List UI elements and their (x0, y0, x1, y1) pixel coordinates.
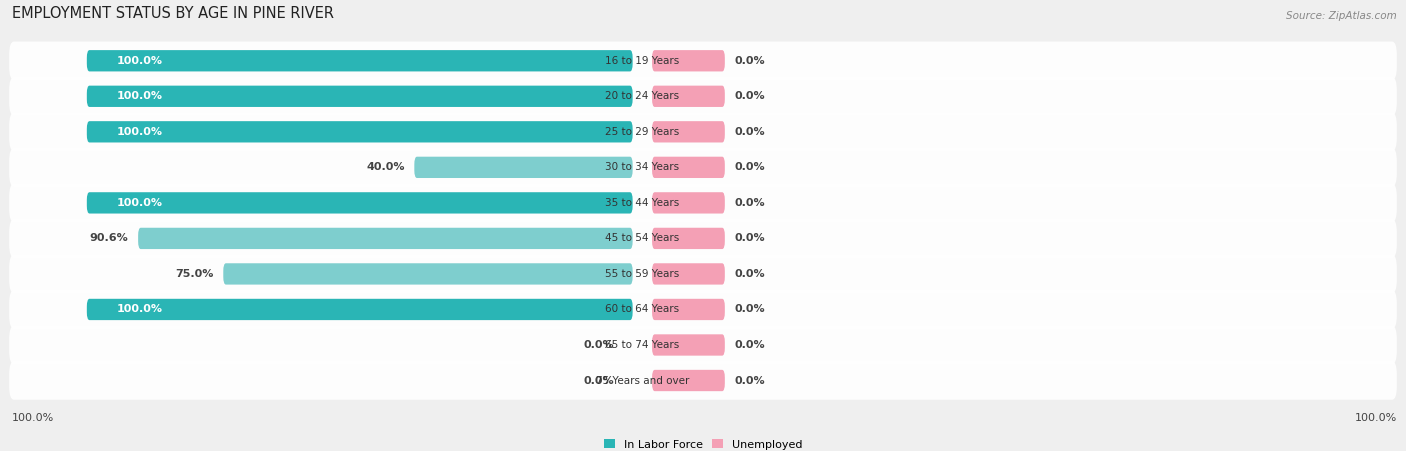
FancyBboxPatch shape (87, 299, 633, 320)
Text: 0.0%: 0.0% (734, 91, 765, 101)
Text: 0.0%: 0.0% (583, 376, 614, 386)
Text: 100.0%: 100.0% (1354, 413, 1396, 423)
Text: 40.0%: 40.0% (366, 162, 405, 172)
FancyBboxPatch shape (87, 192, 633, 213)
Text: 0.0%: 0.0% (583, 340, 614, 350)
Text: 30 to 34 Years: 30 to 34 Years (606, 162, 679, 172)
Text: 45 to 54 Years: 45 to 54 Years (605, 234, 679, 244)
Text: 55 to 59 Years: 55 to 59 Years (605, 269, 679, 279)
Text: 0.0%: 0.0% (734, 198, 765, 208)
Text: 100.0%: 100.0% (117, 91, 163, 101)
Text: 0.0%: 0.0% (734, 340, 765, 350)
FancyBboxPatch shape (10, 255, 1396, 293)
FancyBboxPatch shape (10, 113, 1396, 151)
Text: 90.6%: 90.6% (90, 234, 128, 244)
Text: 0.0%: 0.0% (734, 56, 765, 66)
FancyBboxPatch shape (10, 148, 1396, 187)
FancyBboxPatch shape (652, 156, 725, 178)
Text: 100.0%: 100.0% (117, 56, 163, 66)
Text: 100.0%: 100.0% (11, 413, 53, 423)
FancyBboxPatch shape (652, 334, 725, 356)
FancyBboxPatch shape (652, 299, 725, 320)
FancyBboxPatch shape (87, 86, 633, 107)
Text: 100.0%: 100.0% (117, 198, 163, 208)
FancyBboxPatch shape (138, 228, 633, 249)
FancyBboxPatch shape (10, 290, 1396, 329)
FancyBboxPatch shape (224, 263, 633, 285)
FancyBboxPatch shape (10, 77, 1396, 115)
Text: Source: ZipAtlas.com: Source: ZipAtlas.com (1286, 11, 1396, 21)
FancyBboxPatch shape (87, 121, 633, 143)
Text: 25 to 29 Years: 25 to 29 Years (605, 127, 679, 137)
FancyBboxPatch shape (415, 156, 633, 178)
Text: 0.0%: 0.0% (734, 269, 765, 279)
FancyBboxPatch shape (652, 263, 725, 285)
FancyBboxPatch shape (652, 121, 725, 143)
Text: 60 to 64 Years: 60 to 64 Years (606, 304, 679, 314)
FancyBboxPatch shape (652, 192, 725, 213)
Text: 65 to 74 Years: 65 to 74 Years (605, 340, 679, 350)
FancyBboxPatch shape (652, 370, 725, 391)
Text: 0.0%: 0.0% (734, 127, 765, 137)
Text: 20 to 24 Years: 20 to 24 Years (606, 91, 679, 101)
FancyBboxPatch shape (10, 361, 1396, 400)
FancyBboxPatch shape (10, 219, 1396, 258)
FancyBboxPatch shape (10, 184, 1396, 222)
Text: 100.0%: 100.0% (117, 127, 163, 137)
Text: 16 to 19 Years: 16 to 19 Years (605, 56, 679, 66)
Legend: In Labor Force, Unemployed: In Labor Force, Unemployed (603, 439, 803, 450)
FancyBboxPatch shape (10, 41, 1396, 80)
Text: 0.0%: 0.0% (734, 234, 765, 244)
Text: 75 Years and over: 75 Years and over (596, 376, 689, 386)
FancyBboxPatch shape (87, 50, 633, 71)
Text: 0.0%: 0.0% (734, 376, 765, 386)
FancyBboxPatch shape (652, 50, 725, 71)
Text: EMPLOYMENT STATUS BY AGE IN PINE RIVER: EMPLOYMENT STATUS BY AGE IN PINE RIVER (11, 6, 333, 21)
Text: 75.0%: 75.0% (176, 269, 214, 279)
Text: 0.0%: 0.0% (734, 162, 765, 172)
Text: 0.0%: 0.0% (734, 304, 765, 314)
Text: 100.0%: 100.0% (117, 304, 163, 314)
FancyBboxPatch shape (10, 326, 1396, 364)
Text: 35 to 44 Years: 35 to 44 Years (605, 198, 679, 208)
FancyBboxPatch shape (652, 86, 725, 107)
FancyBboxPatch shape (652, 228, 725, 249)
